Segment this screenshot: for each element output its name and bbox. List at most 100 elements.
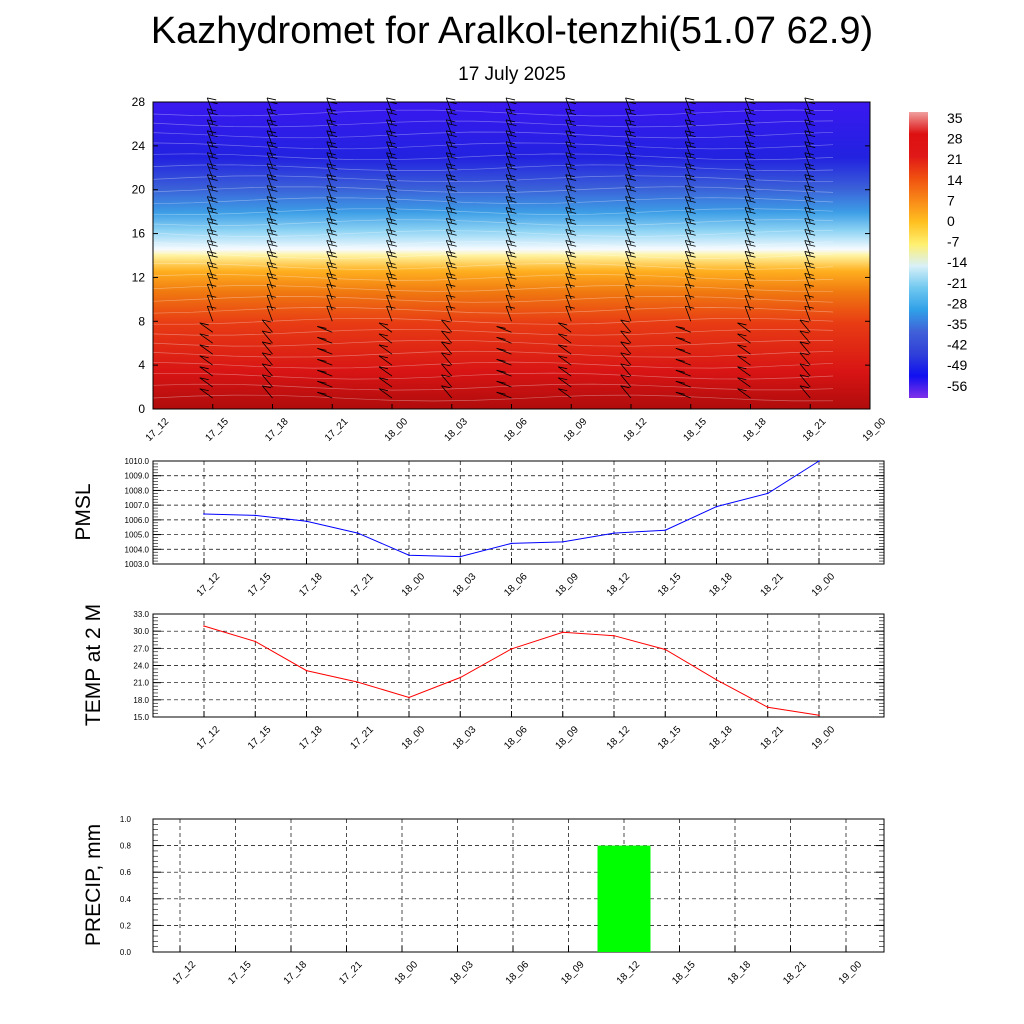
x-tick-label: 18_18 — [726, 959, 754, 987]
wind-barb-feather — [262, 363, 272, 367]
wind-barb-feather — [746, 156, 756, 159]
wind-barb-feather — [686, 243, 696, 247]
wind-barb-feather — [507, 123, 517, 127]
wind-barb — [261, 352, 273, 366]
wind-barb-feather — [626, 265, 636, 269]
contour-line — [152, 394, 834, 402]
wind-barb — [684, 273, 692, 289]
wind-barb — [266, 251, 273, 267]
data-point — [305, 669, 308, 672]
wind-barb — [744, 141, 751, 157]
wind-barb-feather — [268, 232, 278, 236]
wind-barb — [565, 152, 572, 168]
wind-barb-feather — [737, 377, 747, 381]
wind-barb — [505, 108, 512, 125]
x-tick-label: 17_12 — [144, 416, 172, 444]
contour-line — [152, 186, 834, 194]
wind-barb-feather — [686, 221, 696, 225]
wind-barb-feather — [208, 221, 218, 225]
wind-barb-feather — [387, 178, 397, 181]
wind-barb — [199, 377, 213, 388]
wind-barb-feather — [328, 167, 338, 170]
wind-barb — [199, 322, 213, 333]
wind-barb — [199, 366, 213, 377]
wind-barb — [505, 207, 512, 223]
wind-barb-feather — [686, 134, 696, 137]
wind-barb — [326, 163, 333, 179]
wind-barb-feather — [626, 254, 636, 258]
wind-barb-feather — [686, 210, 696, 214]
wind-barb — [565, 229, 572, 245]
wind-barb — [625, 119, 632, 136]
wind-barb-feather — [806, 167, 816, 170]
wind-barb — [206, 130, 214, 146]
x-tick-label: 18_03 — [451, 571, 479, 599]
wind-barb — [744, 119, 751, 136]
wind-barb — [675, 358, 691, 366]
wind-barb-feather — [268, 199, 278, 203]
colorbar-label: -49 — [947, 357, 967, 373]
wind-barb — [565, 174, 572, 190]
wind-barb — [620, 363, 632, 377]
wind-barb — [441, 330, 453, 344]
wind-barb-feather — [567, 221, 577, 225]
wind-barb-feather — [507, 243, 517, 247]
wind-barb — [206, 196, 214, 212]
wind-barb — [565, 185, 572, 201]
wind-barb — [684, 218, 692, 234]
y-tick-label: 30.0 — [133, 627, 149, 636]
wind-barb-feather — [328, 276, 338, 280]
wind-barb-feather — [328, 112, 338, 116]
contour-line — [152, 109, 834, 117]
wind-barb-feather — [625, 97, 635, 101]
wind-barb-feather — [746, 167, 756, 170]
wind-barb — [625, 284, 632, 300]
wind-barb — [565, 196, 572, 212]
wind-barb — [378, 333, 393, 344]
wind-barb-feather — [387, 123, 397, 127]
wind-barb — [445, 152, 453, 168]
precip-bar — [597, 845, 651, 952]
wind-barb-feather — [208, 134, 218, 137]
wind-barb-feather — [507, 265, 517, 269]
wind-barb — [445, 251, 453, 267]
wind-barb-feather — [746, 199, 756, 203]
wind-barb-feather — [447, 221, 457, 225]
wind-barb — [199, 344, 213, 355]
wind-barb — [496, 326, 512, 333]
wind-barb — [445, 240, 453, 256]
wind-barb — [625, 152, 632, 168]
y-tick-label: 0.2 — [120, 921, 132, 930]
contour-line — [152, 339, 833, 347]
wind-barb — [505, 174, 512, 190]
wind-barb-feather — [447, 167, 457, 170]
wind-barb — [317, 369, 333, 377]
wind-barb — [737, 333, 751, 344]
wind-barb — [386, 97, 393, 114]
wind-barb-feather — [799, 330, 810, 334]
wind-barb-feather — [558, 333, 568, 337]
wind-barb — [445, 97, 453, 114]
wind-barb-feather — [208, 156, 218, 159]
contour-line — [152, 372, 834, 380]
wind-barb — [326, 207, 333, 223]
wind-barb-feather — [317, 380, 327, 384]
wind-barb-feather — [268, 112, 278, 116]
x-tick-label: 17_12 — [171, 959, 199, 987]
wind-barb — [744, 229, 751, 245]
wind-barb-feather — [496, 391, 506, 395]
data-point — [715, 505, 718, 508]
wind-barb — [505, 306, 512, 322]
wind-barb — [206, 273, 214, 289]
wind-barb-feather — [686, 167, 696, 170]
y-tick-label: 0.4 — [120, 895, 132, 904]
wind-barb-feather — [746, 134, 756, 137]
wind-barb-feather — [387, 265, 397, 269]
wind-barb — [744, 207, 751, 223]
wind-barb — [445, 130, 453, 146]
wind-barb — [441, 374, 453, 388]
wind-barb — [386, 262, 393, 278]
wind-barb — [496, 337, 512, 344]
wind-barb-feather — [746, 178, 756, 181]
